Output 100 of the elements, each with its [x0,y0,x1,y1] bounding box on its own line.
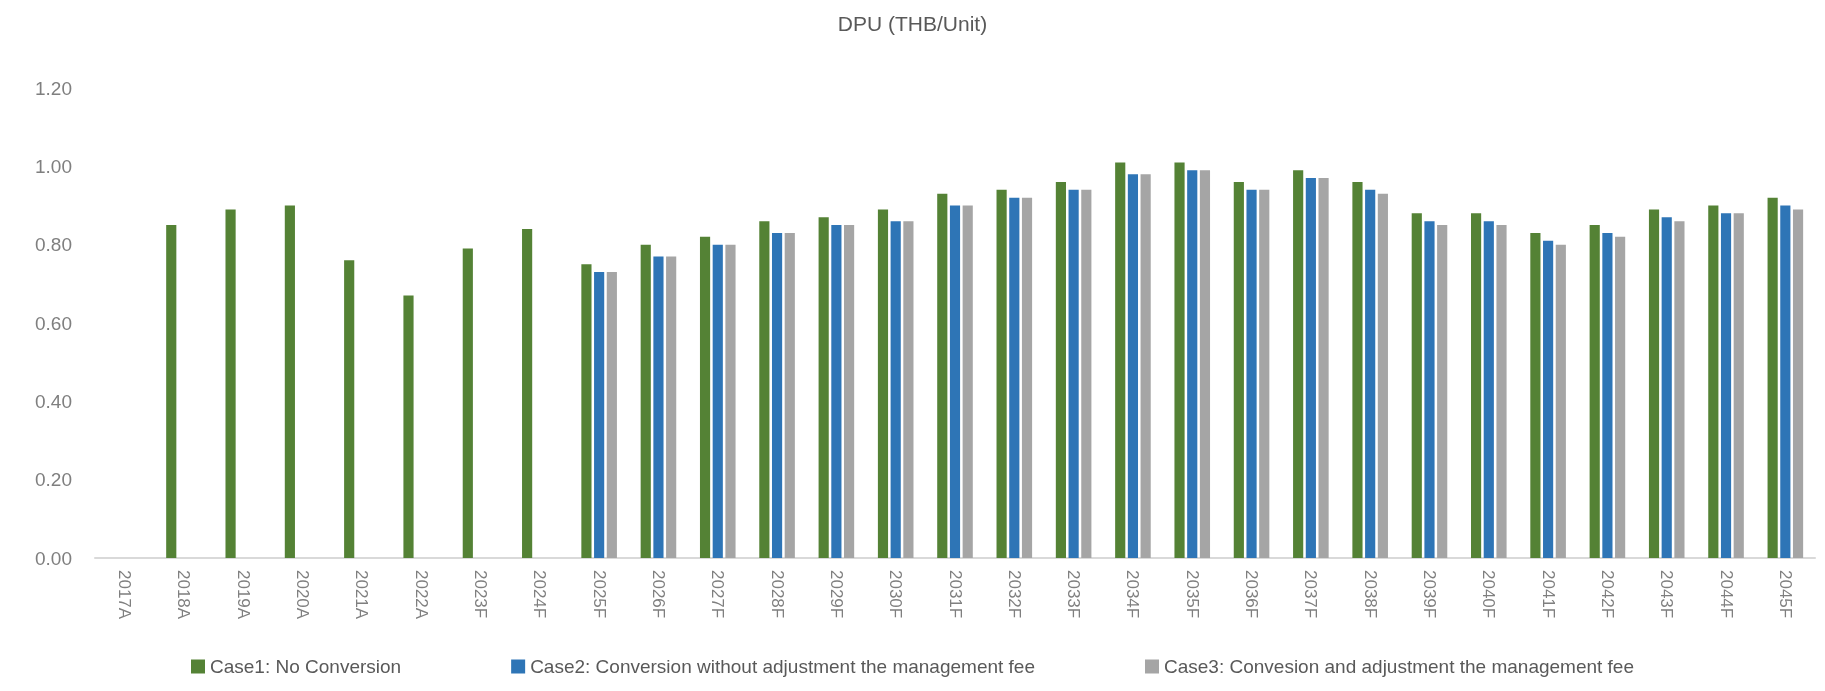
bar [937,193,948,558]
x-tick-label: 2022A [411,570,431,620]
x-tick-label: 2029F [826,570,846,619]
bar [1140,174,1151,558]
x-tick-label: 2040F [1479,570,1499,619]
x-tick-label: 2026F [648,570,668,619]
bar [1115,162,1126,558]
y-tick-label: 1.00 [35,155,72,177]
bar [699,236,711,558]
bar [1187,170,1198,558]
bar [1780,205,1791,558]
x-tick-label: 2036F [1242,570,1262,619]
x-tick-label: 2035F [1182,570,1202,619]
bar [1246,189,1257,558]
x-tick-label: 2031F [945,570,965,619]
x-tick-label: 2038F [1360,570,1380,619]
bar [1233,182,1244,558]
bar [1055,182,1066,558]
y-tick-label: 1.20 [35,77,72,99]
legend-label: Case3: Convesion and adjustment the management fee [1163,656,1635,677]
bar [1733,213,1744,558]
bar [771,232,783,558]
x-tick-label: 2043F [1657,570,1677,619]
x-tick-label: 2034F [1123,570,1143,619]
y-tick-label: 0.40 [35,390,72,412]
x-tick-label: 2021A [352,570,372,620]
bar [877,209,889,558]
bar [1615,236,1626,558]
bar [1648,209,1660,558]
x-tick-label: 2018A [174,570,194,620]
x-tick-label: 2045F [1775,570,1795,619]
bar [606,272,617,558]
bar [844,225,855,558]
x-tick-label: 2037F [1301,570,1321,619]
bar [1661,217,1672,558]
bar [1068,189,1079,558]
bar [666,256,677,558]
x-tick-label: 2020A [293,570,313,620]
bar [1767,197,1778,558]
bar [1483,221,1494,558]
x-tick-label: 2030F [886,570,906,619]
bar [759,221,770,558]
chart-title: DPU (THB/Unit) [837,12,988,35]
bar [1792,209,1804,558]
x-tick-label: 2042F [1597,570,1617,619]
bar [1365,189,1376,558]
x-tick-label: 2017A [115,570,135,620]
bar [712,244,723,558]
bar [962,205,973,558]
bar [1437,225,1448,558]
bar [1471,213,1482,558]
x-tick-label: 2028F [767,570,787,619]
bar [725,244,736,558]
bar [522,229,533,558]
x-tick-label: 2044F [1716,570,1736,619]
legend-label: Case2: Conversion without adjustment the management fee [530,656,1035,677]
y-tick-label: 0.20 [35,469,72,491]
bar [1674,221,1685,558]
bar [640,244,651,558]
bar [1708,205,1719,558]
y-tick-label: 0.80 [35,234,72,256]
bar [1174,162,1185,558]
bar [1305,178,1316,558]
bar [594,272,605,558]
bar [1199,170,1211,558]
y-tick-label: 0.00 [35,547,72,569]
bar [653,256,664,558]
bar [403,295,414,558]
bar [225,209,236,558]
bar [784,232,795,558]
bar [1318,178,1329,558]
x-tick-label: 2027F [708,570,728,619]
bar [1352,182,1363,558]
bar [831,225,842,558]
bar [818,217,829,558]
bar [1411,213,1422,558]
bar [1424,221,1435,558]
bar [1259,189,1270,558]
bar [949,205,961,558]
bar [1081,189,1092,558]
x-tick-label: 2032F [1004,570,1024,619]
x-tick-label: 2039F [1419,570,1439,619]
x-tick-label: 2019A [233,570,253,620]
bar [1021,197,1033,558]
bar [284,205,295,558]
bar [1009,197,1020,558]
x-tick-label: 2023F [471,570,491,619]
bar [890,221,901,558]
bar [581,264,592,558]
bar [166,225,177,558]
bar [1377,193,1388,558]
bar [462,248,473,558]
bar [903,221,914,558]
x-tick-label: 2024F [530,570,550,619]
bar [1496,225,1507,558]
bar [1602,232,1613,558]
x-tick-label: 2025F [589,570,609,619]
x-tick-label: 2033F [1064,570,1084,619]
x-tick-label: 2041F [1538,570,1558,619]
bar [1543,240,1554,558]
